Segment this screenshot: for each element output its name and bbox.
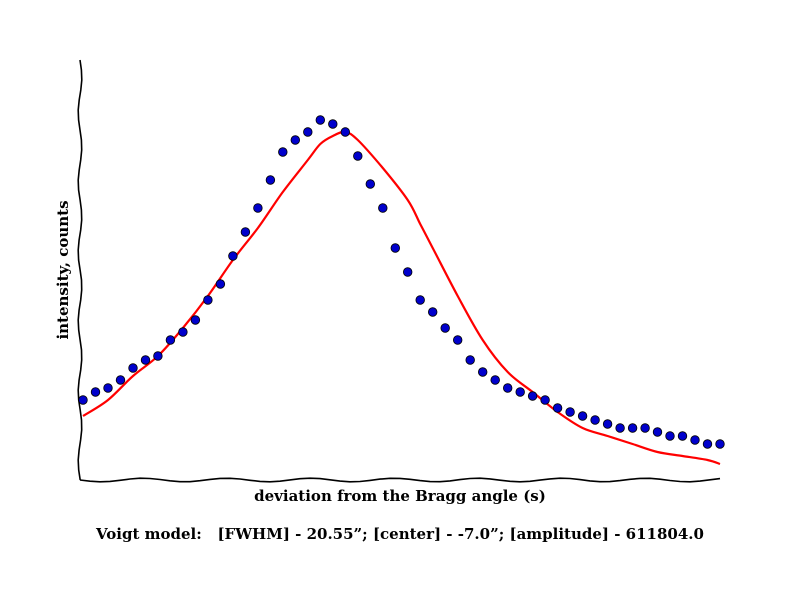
model-caption: Voigt model: [FWHM] - 20.55”; [center] -… <box>95 525 704 543</box>
plot-area <box>77 59 725 483</box>
data-point <box>178 327 188 337</box>
data-point <box>340 127 351 137</box>
data-point <box>353 151 363 161</box>
data-point <box>390 243 401 253</box>
x-axis-line <box>79 477 721 483</box>
data-point <box>315 115 326 125</box>
data-point <box>552 403 563 413</box>
data-points <box>78 115 725 449</box>
voigt-fit-line <box>82 130 721 466</box>
data-point <box>652 427 663 437</box>
data-point <box>527 391 538 401</box>
data-point <box>240 227 251 237</box>
data-point <box>565 407 575 417</box>
data-point <box>453 335 463 345</box>
data-point <box>702 439 713 449</box>
data-point <box>428 307 438 317</box>
data-point <box>115 375 126 385</box>
data-point <box>615 423 625 433</box>
data-point <box>365 179 376 189</box>
data-point <box>153 351 163 361</box>
data-point <box>640 423 650 433</box>
data-point <box>278 147 288 157</box>
data-point <box>78 395 88 405</box>
data-point <box>590 415 600 425</box>
data-point <box>577 411 588 421</box>
data-point <box>627 423 638 433</box>
data-point <box>478 367 488 377</box>
x-axis-label: deviation from the Bragg angle (s) <box>254 487 546 505</box>
data-point <box>490 375 500 385</box>
data-point <box>515 387 525 397</box>
data-point <box>265 175 276 185</box>
data-point <box>303 127 313 137</box>
data-point <box>140 355 151 365</box>
data-point <box>290 135 301 145</box>
data-point <box>128 363 138 373</box>
data-point <box>690 435 700 445</box>
data-point <box>665 431 675 441</box>
data-point <box>190 315 201 325</box>
data-point <box>540 395 550 405</box>
data-point <box>103 383 113 393</box>
data-point <box>328 119 338 129</box>
data-point <box>90 387 101 397</box>
data-point <box>403 267 413 277</box>
data-point <box>165 335 176 345</box>
data-point <box>440 323 450 333</box>
data-point <box>228 251 238 261</box>
data-point <box>203 295 213 305</box>
data-point <box>253 203 263 213</box>
data-point <box>602 419 613 429</box>
data-point <box>677 431 688 441</box>
y-axis-line <box>77 59 83 481</box>
data-point <box>215 279 226 289</box>
data-point <box>415 295 425 305</box>
data-point <box>503 383 513 393</box>
data-point <box>715 439 725 449</box>
data-point <box>465 355 475 365</box>
y-axis-label: intensity, counts <box>54 200 72 339</box>
data-point <box>378 203 388 213</box>
